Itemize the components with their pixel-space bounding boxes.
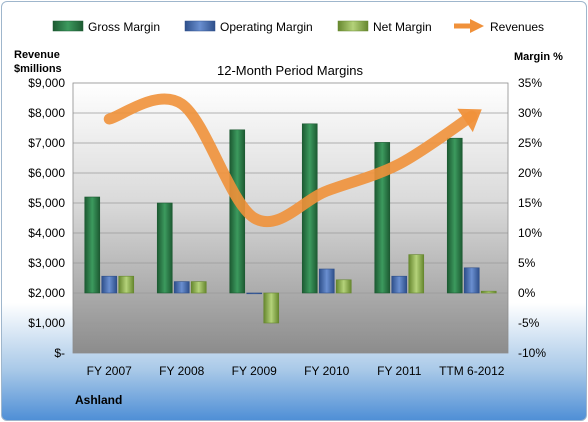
left-tick-label: $4,000 [28,226,65,240]
left-tick-label: $- [54,346,65,360]
legend: Gross Margin Operating Margin Net Margin… [52,19,544,34]
right-tick-label: 0% [518,286,536,300]
gross-margin-bar [156,202,173,294]
left-tick-label: $6,000 [28,166,65,180]
right-tick-label: 35% [518,76,542,90]
left-axis-title-line1: Revenue [14,49,60,61]
left-axis-title-line2: $millions [14,63,62,75]
right-tick-label: 20% [518,166,542,180]
right-axis-ticks: -10% -5% 0% 5% 10% 15% 20% 25% 30% 35% [518,76,546,360]
net-margin-bar [480,290,497,294]
net-margin-bar [190,281,207,294]
legend-item-operating-margin: Operating Margin [184,20,313,34]
plot-border [72,82,509,354]
gross-margin-bar [84,196,101,294]
right-tick-label: 5% [518,256,536,270]
right-tick-label: 30% [518,106,542,120]
left-tick-label: $9,000 [28,76,65,90]
category-label: FY 2007 [87,364,132,378]
left-tick-label: $8,000 [28,106,65,120]
right-tick-label: 10% [518,226,542,240]
right-tick-label: -10% [518,346,546,360]
right-tick-label: 25% [518,136,542,150]
revenue-arrowhead [457,108,482,133]
gross-margin-bar [374,142,391,294]
gross-margin-bar [446,137,463,294]
category-label: TTM 6-2012 [439,364,505,378]
legend-item-gross-margin: Gross Margin [52,20,160,34]
category-label: FY 2009 [232,364,277,378]
legend-swatch-operating [184,20,216,32]
operating-margin-bar [101,275,118,294]
chart-title: 12-Month Period Margins [217,63,363,78]
left-tick-label: $2,000 [28,286,65,300]
right-tick-label: -5% [518,316,540,330]
gridlines [73,112,508,324]
left-tick-label: $3,000 [28,256,65,270]
legend-arrow-revenues [470,19,484,33]
left-axis-ticks: $- $1,000 $2,000 $3,000 $4,000 $5,000 $6,000 $7… [28,76,65,360]
legend-swatch-net [337,20,369,32]
operating-margin-bar [318,268,335,294]
legend-label-gross: Gross Margin [88,20,160,34]
right-axis-title: Margin % [514,51,563,63]
operating-margin-bar [463,267,480,294]
category-labels: FY 2007 FY 2008 FY 2009 FY 2010 FY 2011 TTM 6… [87,364,505,378]
legend-item-revenues: Revenues [454,19,544,34]
legend-item-net-margin: Net Margin [337,20,432,34]
legend-swatch-gross [52,20,84,32]
legend-label-operating: Operating Margin [220,20,313,34]
operating-margin-bar [391,275,408,294]
net-margin-bar [408,254,425,294]
category-label: FY 2008 [159,364,204,378]
revenue-line [103,93,478,228]
net-margin-bar [263,292,280,324]
operating-margin-bar [246,292,263,295]
company-label: Ashland [75,393,122,407]
operating-margin-bar [173,281,190,294]
right-tick-label: 15% [518,196,542,210]
left-tick-label: $1,000 [28,316,65,330]
legend-label-net: Net Margin [373,20,432,34]
category-label: FY 2011 [377,364,422,378]
net-margin-bar [335,279,352,294]
revenue-line-group [103,93,482,228]
left-tick-label: $7,000 [28,136,65,150]
net-margin-bar [118,275,135,294]
legend-label-revenues: Revenues [490,20,544,34]
left-tick-label: $5,000 [28,196,65,210]
category-label: FY 2010 [304,364,349,378]
